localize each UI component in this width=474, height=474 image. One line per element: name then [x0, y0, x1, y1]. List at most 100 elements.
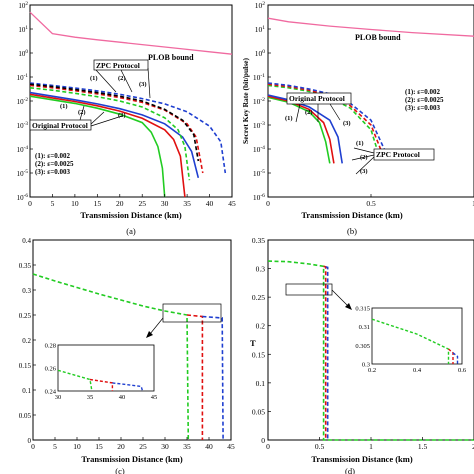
panel-a: 0 5 10 15 20 25 30 35 40 45 10-6 10-5 10-4 10-3 10-2 10… — [17, 1, 236, 236]
panel-b: 0 0.5 1 10-6 10-5 10-4 10-3 10-2 10-1 100 101 102 S… — [241, 1, 474, 236]
inset-x-tick-label: 45 — [151, 394, 158, 401]
inset-x-tick-label: 0.4 — [413, 367, 422, 374]
x-tick-label: 5 — [53, 442, 57, 451]
panel-b-ylabel: Secret Key Rate (bit/pulse) — [241, 58, 250, 144]
series-line-c-0 — [32, 273, 190, 441]
y-tick-label: 10-3 — [253, 121, 265, 130]
series-line-b-1 — [267, 96, 331, 164]
y-tick-label: 0.1 — [256, 379, 266, 388]
panel-c-inset: 30 35 40 45 0.24 0.26 0.28 — [45, 343, 158, 402]
panel-c-ticks: 0 5 10 15 20 25 30 35 40 45 0 0.05 0.1 0.15 0.2 0.25 0.3… — [19, 237, 235, 451]
series-line-d-0 — [267, 260, 474, 441]
y-tick-label: 0.35 — [252, 236, 265, 245]
y-tick-label: 10-2 — [17, 97, 29, 106]
x-tick-label: 0.5 — [315, 442, 325, 451]
y-tick-label: 10-6 — [253, 193, 265, 202]
x-tick-label: 25 — [138, 199, 146, 208]
series-line-c-2 — [202, 315, 224, 441]
panel-d-ylabel: T — [250, 338, 256, 348]
panel-c: 0 5 10 15 20 25 30 35 40 45 0 0.05 0.1 0.15 0.2 0.25 0.3… — [19, 237, 235, 474]
panel-d-series — [267, 260, 474, 441]
panel-a-label-3-orig: (3) — [118, 112, 126, 119]
y-tick-label: 101 — [18, 25, 28, 34]
y-tick-label: 10-3 — [17, 121, 29, 130]
y-tick-label: 0.15 — [252, 350, 265, 359]
x-tick-label: 35 — [183, 199, 191, 208]
panel-a-zpc-label: ZPC Protocol — [96, 61, 140, 70]
panel-c-series — [32, 273, 224, 441]
panel-c-zoom-box — [162, 303, 222, 323]
panel-a-arrows — [79, 67, 151, 127]
series-line-c-1 — [186, 314, 204, 440]
panel-a-orig-box — [29, 119, 92, 131]
inset-y-tick-label: 0.31 — [359, 324, 370, 331]
x-tick-label: 10 — [73, 442, 81, 451]
series-line-a-2 — [29, 93, 186, 198]
panel-b-legend-1: (1): ε=0.002 — [405, 88, 440, 96]
y-tick-label: 0.05 — [252, 407, 265, 416]
inset-series-line-0 — [57, 369, 93, 392]
panel-d-zoom-arrow — [331, 289, 349, 307]
panel-a-legend-3: (3): ε=0.003 — [35, 168, 70, 176]
panel-b-label-3-zpc: (3) — [360, 168, 368, 175]
series-line-b-4 — [267, 84, 380, 157]
panel-c-zoom-arrow — [149, 317, 164, 335]
panel-a-legend-2: (2): ε=0.0025 — [35, 160, 74, 168]
panel-a-label-3-zpc: (3) — [139, 81, 147, 88]
panel-b-label-1-orig: (1) — [285, 115, 293, 122]
x-tick-label: 45 — [228, 199, 236, 208]
x-tick-label: 5 — [51, 199, 55, 208]
series-line-a-1 — [29, 95, 166, 198]
inset-x-tick-label: 0.6 — [458, 367, 467, 374]
y-tick-label: 10-4 — [17, 145, 29, 154]
y-tick-label: 0.3 — [22, 287, 31, 295]
panel-a-label-2-zpc: (2) — [118, 75, 126, 82]
y-tick-label: 10-5 — [17, 169, 29, 178]
panel-a-label-1-zpc: (1) — [90, 75, 98, 82]
panel-d-zoom-box — [285, 283, 333, 296]
inset-x-tick-label: 40 — [119, 394, 126, 401]
y-tick-label: 0.1 — [22, 387, 31, 395]
x-tick-label: 2 — [472, 442, 474, 451]
x-tick-label: 45 — [227, 442, 235, 451]
series-line-b-5 — [267, 83, 385, 157]
inset-y-tick-label: 0.305 — [355, 343, 370, 350]
series-line-b-2 — [267, 95, 335, 164]
x-tick-label: 0 — [28, 199, 32, 208]
x-tick-label: 25 — [139, 442, 147, 451]
panel-a-label-1-orig: (1) — [60, 103, 68, 110]
x-tick-label: 40 — [205, 442, 213, 451]
y-tick-label: 0.05 — [19, 412, 32, 420]
panel-b-label-2-orig: (2) — [305, 109, 313, 116]
panel-b-orig-box — [286, 92, 352, 105]
x-tick-label: 0 — [266, 199, 270, 208]
panel-b-zpc-label: ZPC Protocol — [376, 150, 420, 159]
y-tick-label: 10-2 — [253, 97, 265, 106]
y-tick-label: 100 — [255, 49, 266, 58]
inset-y-tick-label: 0.3 — [362, 362, 370, 369]
panel-c-frame — [32, 239, 232, 441]
panel-d-xlabel: Transmission Distance (km) — [311, 454, 413, 464]
x-tick-label: 20 — [116, 199, 124, 208]
panel-d-inset-frame — [371, 307, 463, 365]
y-tick-label: 0.25 — [252, 293, 265, 302]
x-tick-label: 30 — [161, 442, 169, 451]
y-tick-label: 102 — [18, 1, 28, 10]
panel-b-caption: (b) — [347, 226, 357, 236]
y-tick-label: 10-1 — [17, 73, 29, 82]
y-tick-label: 101 — [255, 25, 266, 34]
panel-b-series — [267, 17, 474, 164]
inset-series-line-2 — [452, 352, 459, 364]
series-line-b-6 — [267, 82, 389, 157]
inset-x-tick-label: 30 — [55, 394, 62, 401]
x-tick-label: 20 — [117, 442, 125, 451]
series-line-b-0 — [267, 17, 474, 37]
series-line-a-7 — [29, 83, 200, 162]
y-tick-label: 0.15 — [19, 362, 32, 370]
y-tick-label: 10-6 — [17, 193, 29, 202]
x-tick-label: 35 — [183, 442, 191, 451]
y-tick-label: 10-5 — [253, 169, 265, 178]
inset-x-tick-label: 0.2 — [368, 367, 376, 374]
y-tick-label: 0.2 — [22, 337, 31, 345]
